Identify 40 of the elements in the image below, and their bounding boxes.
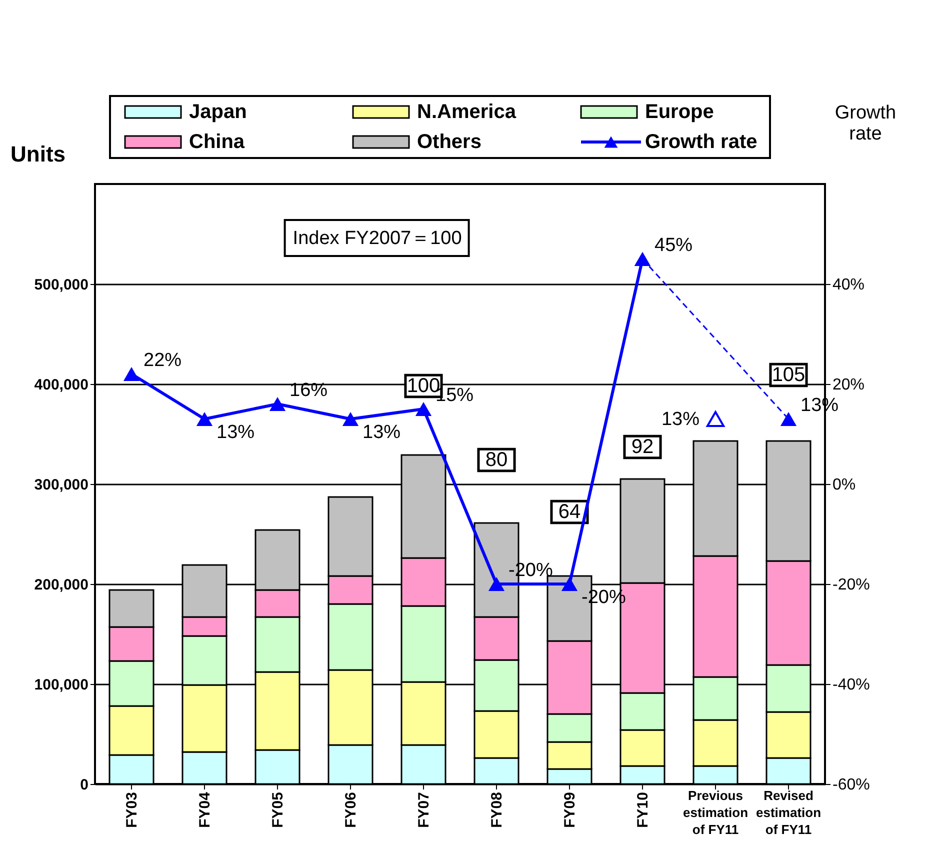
legend-label: Others [417,131,482,153]
x-tick-label: FY10 [634,792,652,828]
annotation: Index FY2007＝100 [292,228,462,249]
x-tick-label: FY09 [562,792,578,828]
annotation: 64 [558,501,581,523]
y-tick-label: 500,000 [34,276,88,294]
y-tick-label: 400,000 [34,376,88,394]
data-label: 22% [144,350,182,371]
y2-axis-title: Growth rate [834,102,896,144]
data-label: 13% [362,422,401,443]
annotation: 80 [485,449,508,471]
y-axis-title: Units [10,142,66,166]
x-tick-label: Revised estimation of FY11 [756,788,822,837]
legend-label: Europe [645,101,714,123]
y2-tick-label: 0% [832,476,856,494]
annotation: 92 [631,436,654,458]
y2-tick-label: -60% [832,776,870,794]
data-label: 13% [661,409,700,430]
y2-tick-label: -40% [832,676,870,694]
data-label: 45% [654,235,693,256]
x-tick-label: FY05 [270,792,286,828]
y-tick-label: 200,000 [34,576,88,594]
x-tick-label: FY03 [124,792,140,828]
legend-label: Japan [189,101,247,123]
x-tick-label: FY08 [488,792,506,828]
x-tick-label: Previous estimation of FY11 [682,788,748,837]
y2-tick-label: 40% [832,276,865,294]
data-label: 13% [216,422,255,443]
legend-label: Growth rate [645,131,758,153]
y-tick-label: 100,000 [34,676,88,694]
y-tick-label: 300,000 [34,476,88,494]
legend-label: China [189,131,246,153]
y-tick-label: 0 [80,776,88,794]
y2-tick-label: 20% [832,376,865,394]
x-tick-label: FY07 [416,792,432,828]
x-tick-label: FY04 [196,791,214,828]
x-tick-label: FY06 [342,792,360,828]
annotation: 105 [772,364,806,386]
y2-tick-label: -20% [832,576,870,594]
legend-label: N.America [417,101,517,123]
